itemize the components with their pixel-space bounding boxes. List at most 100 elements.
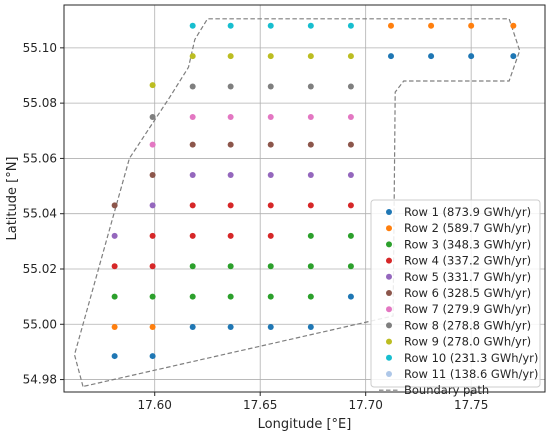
legend-label: Row 7 (279.9 GWh/yr)	[404, 302, 531, 316]
data-point	[189, 113, 196, 120]
data-point	[189, 202, 196, 209]
data-point	[347, 232, 354, 239]
data-point	[149, 202, 156, 209]
data-point	[347, 263, 354, 270]
legend-marker	[386, 209, 392, 215]
legend-label: Row 5 (331.7 GWh/yr)	[404, 270, 531, 284]
y-tick-label: 55.02	[23, 262, 57, 276]
legend-marker	[386, 241, 392, 248]
data-point	[347, 53, 354, 60]
legend-label: Row 6 (328.5 GWh/yr)	[404, 286, 531, 300]
data-point	[189, 293, 196, 300]
legend-marker	[386, 371, 392, 377]
data-point	[510, 53, 517, 60]
data-point	[307, 293, 314, 300]
data-point	[111, 293, 118, 300]
data-point	[347, 113, 354, 120]
y-tick-label: 55.04	[23, 207, 57, 221]
plot-frame	[63, 4, 546, 393]
data-point	[227, 113, 234, 120]
data-point	[428, 22, 435, 29]
data-point	[189, 83, 196, 90]
data-point	[307, 53, 314, 60]
legend-marker	[386, 225, 392, 232]
data-point	[347, 202, 354, 209]
data-point	[227, 172, 234, 179]
data-point	[111, 232, 118, 239]
legend-marker	[386, 273, 392, 280]
x-tick-label: 17.70	[349, 398, 383, 412]
data-point	[307, 324, 314, 331]
data-point	[227, 263, 234, 270]
series-row-10	[189, 22, 354, 29]
data-point	[189, 53, 196, 60]
y-axis-ticks: 54.98 55.00 55.02 55.04 55.06 55.08 55.10	[23, 41, 64, 387]
data-point	[227, 293, 234, 300]
data-point	[189, 263, 196, 270]
y-tick-label: 55.10	[23, 41, 57, 55]
data-point	[267, 293, 274, 300]
y-axis-title: Latitude [°N]	[5, 156, 20, 240]
data-point	[227, 83, 234, 90]
data-point	[149, 141, 156, 148]
data-point	[468, 53, 475, 60]
x-tick-label: 17.60	[138, 398, 172, 412]
data-point	[267, 263, 274, 270]
data-point	[307, 22, 314, 29]
legend-label: Row 4 (337.2 GWh/yr)	[404, 254, 531, 268]
data-point	[267, 172, 274, 179]
data-point	[149, 353, 156, 360]
data-point	[227, 53, 234, 60]
data-point	[347, 141, 354, 148]
data-point	[307, 83, 314, 90]
data-point	[267, 324, 274, 331]
legend-label: Row 3 (348.3 GWh/yr)	[404, 237, 531, 251]
data-point	[149, 172, 156, 179]
series-row-5	[111, 172, 354, 239]
series-row-2	[111, 22, 517, 331]
points-layer	[111, 22, 517, 360]
data-point	[267, 202, 274, 209]
legend-label: Row 10 (231.3 GWh/yr)	[404, 351, 538, 365]
legend-label: Boundary path	[404, 383, 489, 397]
legend: Row 1 (873.9 GWh/yr) Row 2 (589.7 GWh/yr)…	[370, 199, 541, 397]
data-point	[307, 172, 314, 179]
data-point	[267, 113, 274, 120]
series-row-3	[111, 232, 354, 300]
legend-box	[370, 199, 541, 388]
data-point	[189, 324, 196, 331]
data-point	[111, 353, 118, 360]
data-point	[307, 202, 314, 209]
data-point	[468, 22, 475, 29]
x-tick-label: 17.65	[243, 398, 277, 412]
legend-marker	[386, 338, 392, 345]
x-axis-title: Longitude [°E]	[258, 417, 352, 432]
y-tick-label: 55.00	[23, 317, 57, 331]
data-point	[189, 141, 196, 148]
legend-marker	[386, 306, 392, 313]
data-point	[149, 113, 156, 120]
data-point	[347, 172, 354, 179]
data-point	[189, 232, 196, 239]
data-point	[227, 232, 234, 239]
data-point	[307, 232, 314, 239]
data-point	[267, 141, 274, 148]
data-point	[267, 232, 274, 239]
data-point	[227, 22, 234, 29]
data-point	[111, 202, 118, 209]
data-point	[428, 53, 435, 60]
data-point	[149, 324, 156, 331]
legend-marker	[386, 354, 392, 361]
data-point	[227, 324, 234, 331]
series-row-7	[149, 113, 354, 148]
series-row-8	[149, 83, 354, 120]
data-point	[111, 324, 118, 331]
legend-label: Row 11 (138.6 GWh/yr)	[404, 367, 538, 381]
data-point	[347, 293, 354, 300]
data-point	[227, 141, 234, 148]
data-point	[189, 22, 196, 29]
data-point	[387, 53, 394, 60]
legend-marker	[386, 257, 392, 264]
series-row-4	[111, 202, 354, 270]
